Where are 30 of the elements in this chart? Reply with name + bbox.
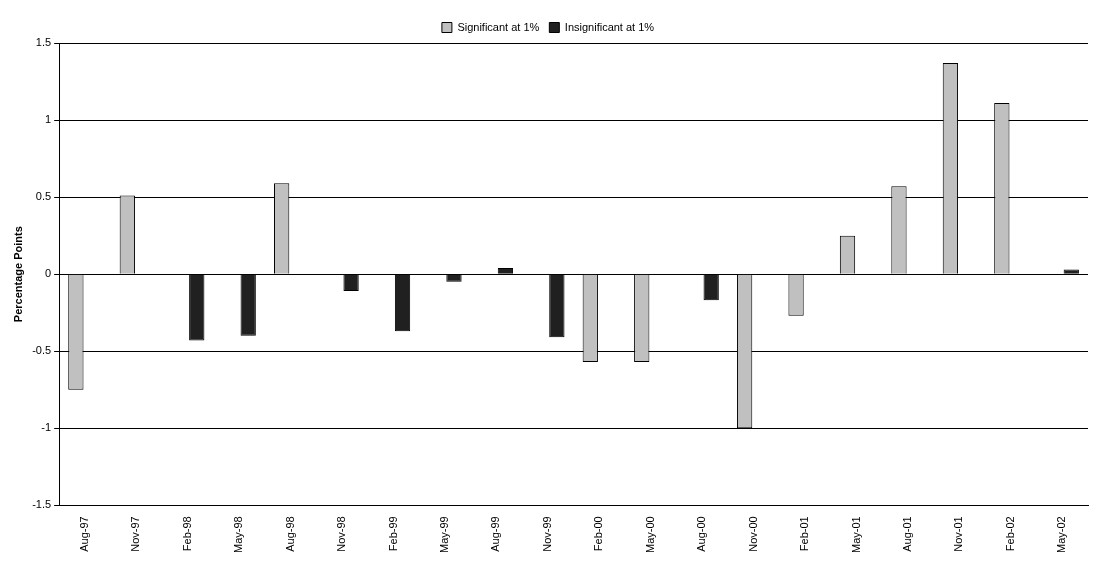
y-tick-label: 1.5 <box>35 36 52 49</box>
x-tick-label: Nov-97 <box>129 516 142 552</box>
y-tick-label: -1 <box>41 421 52 434</box>
x-tick-label: Aug-99 <box>489 516 502 552</box>
y-tick-label: -0.5 <box>32 344 52 357</box>
x-tick-label: Feb-02 <box>1003 516 1016 552</box>
x-tick-label: May-02 <box>1055 516 1068 554</box>
y-tick-label: -1.5 <box>32 498 52 511</box>
y-tick-label: 1 <box>45 113 52 126</box>
x-tick-label: Aug-98 <box>283 516 296 552</box>
x-tick-label: May-00 <box>643 516 656 554</box>
y-tick-label: 0.5 <box>35 190 52 203</box>
x-tick-label: Feb-99 <box>386 516 399 552</box>
x-tick-label: May-98 <box>232 516 245 554</box>
x-tick-label: Feb-00 <box>592 516 605 552</box>
y-tick-label: 0 <box>45 267 52 280</box>
x-tick-label: Feb-01 <box>798 516 811 552</box>
legend-label: Significant at 1% <box>457 20 540 33</box>
x-tick-label: Nov-01 <box>952 516 965 552</box>
x-tick-label: Nov-98 <box>335 516 348 552</box>
x-tick-label: Nov-00 <box>746 516 759 552</box>
x-tick-label: Aug-00 <box>695 516 708 552</box>
y-axis-title: Percentage Points <box>11 226 24 323</box>
x-tick-label: Nov-99 <box>540 516 553 552</box>
x-tick-label: Aug-01 <box>900 516 913 552</box>
x-tick-label: May-01 <box>849 516 862 554</box>
x-tick-label: May-99 <box>438 516 450 554</box>
x-tick-label: Aug-97 <box>77 516 90 552</box>
x-tick-label: Feb-98 <box>180 516 193 552</box>
legend-label: Insignificant at 1% <box>564 20 655 33</box>
